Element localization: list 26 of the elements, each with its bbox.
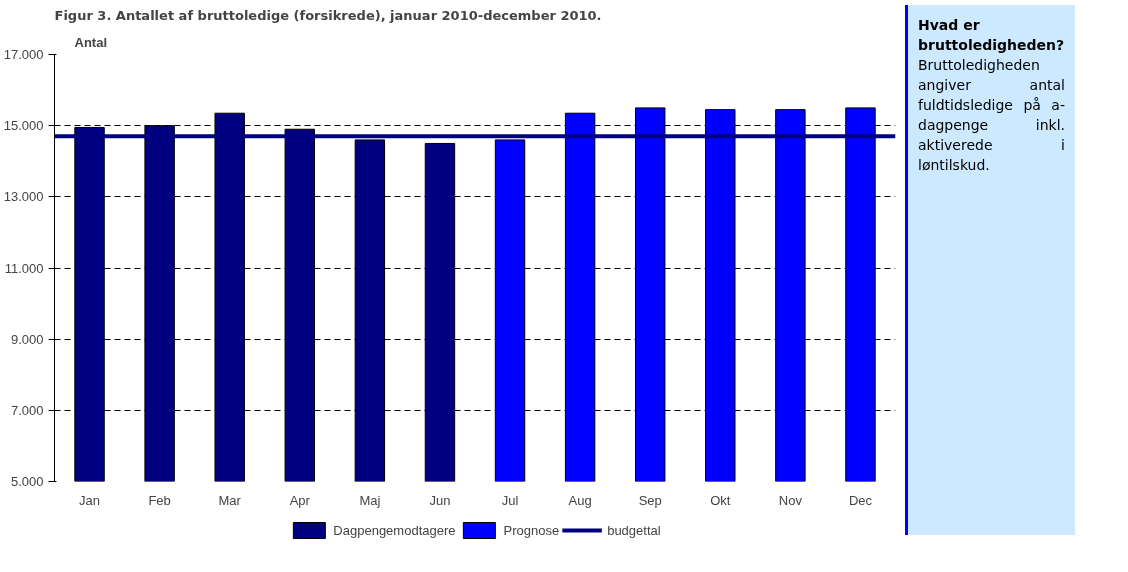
x-tick-label: Sep <box>638 492 662 508</box>
chart-title: Figur 3. Antallet af bruttoledige (forsikrede), januar 2010-december 2010. <box>54 7 602 23</box>
x-tick-label: Jul <box>501 492 519 508</box>
x-tick-label: Mar <box>218 492 242 508</box>
text: Hvad er bruttoledigheden? <box>918 17 1065 53</box>
x-tick-label: Aug <box>568 492 592 508</box>
y-tick-label: 5.000 <box>10 474 44 489</box>
legend-label: Dagpengemodtagere <box>333 522 456 538</box>
text: Bruttoledigheden angiver antal fuldtidsledige på a-dagpenge inkl. aktiverede i løntilskud. <box>918 56 1065 175</box>
y-axis-title: Antal <box>74 34 107 50</box>
y-tick-label: 7.000 <box>10 402 44 418</box>
legend-label: budgettal <box>607 522 661 538</box>
x-tick-label: Maj <box>359 492 381 508</box>
x-tick-label: Okt <box>710 492 731 508</box>
y-tick-label: 9.000 <box>10 331 44 347</box>
y-tick-label: 13.000 <box>3 189 44 205</box>
x-tick-label: Nov <box>778 492 803 508</box>
y-tick-label: 15.000 <box>3 118 44 134</box>
x-tick-label: Apr <box>289 492 311 508</box>
y-tick-label: 11.000 <box>4 260 44 276</box>
legend-label: Prognose <box>503 522 560 538</box>
x-tick-label: Feb <box>148 492 171 508</box>
x-tick-label: Jan <box>79 492 101 508</box>
x-tick-label: Jun <box>429 492 451 508</box>
x-tick-label: Dec <box>848 492 873 508</box>
y-tick-label: 17.000 <box>3 47 44 62</box>
